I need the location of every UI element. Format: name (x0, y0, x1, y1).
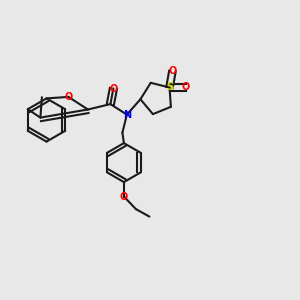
Text: O: O (182, 82, 190, 92)
Text: O: O (120, 191, 128, 202)
Text: O: O (109, 83, 118, 94)
Text: S: S (166, 82, 173, 92)
Text: O: O (168, 66, 176, 76)
Text: N: N (123, 110, 131, 120)
Text: O: O (64, 92, 73, 102)
